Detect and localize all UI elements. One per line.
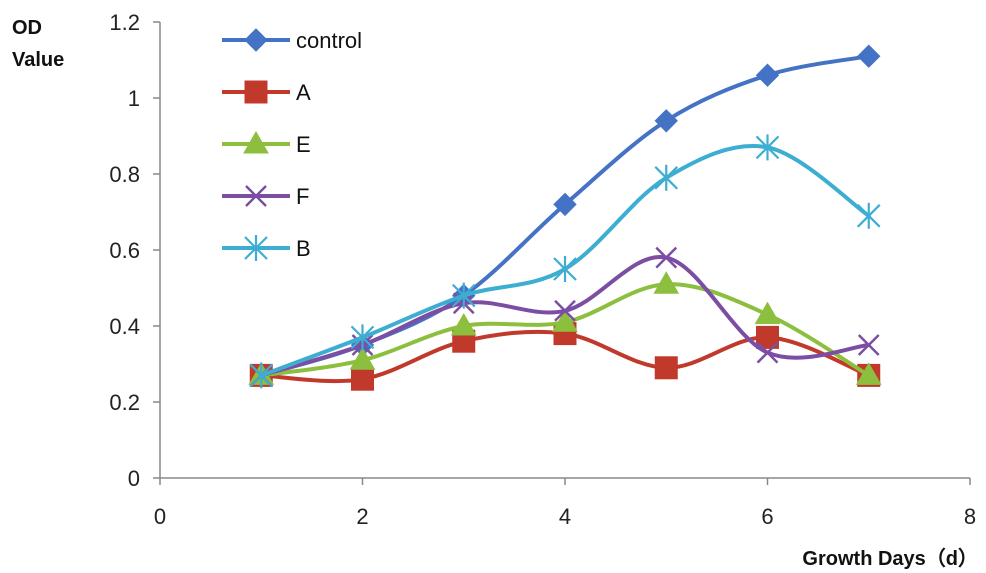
data-point-f bbox=[554, 299, 576, 322]
data-point-e bbox=[552, 309, 578, 332]
data-point-control bbox=[654, 109, 678, 133]
data-point-a bbox=[654, 356, 678, 380]
data-point-e bbox=[855, 362, 882, 385]
legend-label: F bbox=[296, 184, 309, 209]
series-layer bbox=[248, 44, 882, 391]
legend-marker bbox=[244, 80, 268, 104]
legend-label: E bbox=[296, 132, 311, 157]
legend-marker bbox=[244, 235, 268, 261]
series-b bbox=[249, 134, 881, 389]
data-point-b bbox=[350, 324, 375, 351]
data-point-e bbox=[349, 347, 376, 370]
data-point-b bbox=[249, 362, 274, 389]
y-axis-title-line2: Value bbox=[12, 49, 64, 71]
data-point-e bbox=[450, 312, 477, 336]
legend-item-a: A bbox=[222, 80, 311, 105]
y-tick-label: 1.2 bbox=[109, 10, 140, 35]
data-point-a bbox=[756, 325, 779, 349]
y-tick-label: 0.4 bbox=[109, 314, 140, 339]
x-tick-label: 4 bbox=[559, 504, 571, 529]
legend-item-b: B bbox=[222, 235, 311, 261]
series-e bbox=[248, 271, 882, 385]
y-tick-label: 0 bbox=[128, 466, 140, 491]
legend-label: A bbox=[296, 80, 311, 105]
legend-item-e: E bbox=[222, 130, 311, 157]
data-point-a bbox=[351, 367, 374, 391]
y-tick-label: 0.8 bbox=[109, 162, 140, 187]
data-point-control bbox=[857, 44, 881, 68]
legend-label: control bbox=[296, 28, 362, 53]
data-point-b bbox=[553, 256, 577, 282]
legend: control A E F B bbox=[222, 28, 362, 261]
y-tick-label: 0.2 bbox=[109, 390, 140, 415]
data-point-e bbox=[754, 301, 781, 325]
data-point-b bbox=[451, 282, 476, 309]
data-point-f bbox=[857, 334, 880, 356]
y-tick-label: 1 bbox=[128, 86, 140, 111]
y-ticks: 0 0.2 0.4 0.6 0.8 1 1.2 bbox=[109, 10, 160, 491]
data-point-control bbox=[755, 63, 780, 87]
data-point-f bbox=[655, 246, 678, 269]
x-axis-title: Growth Days（d） bbox=[802, 547, 978, 570]
series-a bbox=[249, 322, 881, 391]
x-tick-label: 0 bbox=[154, 504, 166, 529]
data-point-control bbox=[553, 192, 577, 217]
x-tick-label: 8 bbox=[964, 504, 976, 529]
data-point-e bbox=[653, 271, 680, 294]
data-point-b bbox=[755, 134, 780, 161]
legend-item-control: control bbox=[222, 28, 362, 53]
legend-item-f: F bbox=[222, 184, 309, 209]
data-point-b bbox=[856, 202, 881, 229]
data-point-b bbox=[654, 164, 679, 191]
x-tick-label: 2 bbox=[356, 504, 368, 529]
data-point-f bbox=[756, 341, 779, 364]
y-axis-title-line1: OD bbox=[12, 17, 42, 39]
legend-marker bbox=[245, 185, 267, 207]
legend-marker bbox=[244, 28, 268, 52]
y-tick-label: 0.6 bbox=[109, 238, 140, 263]
legend-label: B bbox=[296, 236, 311, 261]
legend-marker bbox=[243, 130, 269, 154]
x-ticks: 0 2 4 6 8 bbox=[154, 478, 976, 529]
x-tick-label: 6 bbox=[761, 504, 773, 529]
